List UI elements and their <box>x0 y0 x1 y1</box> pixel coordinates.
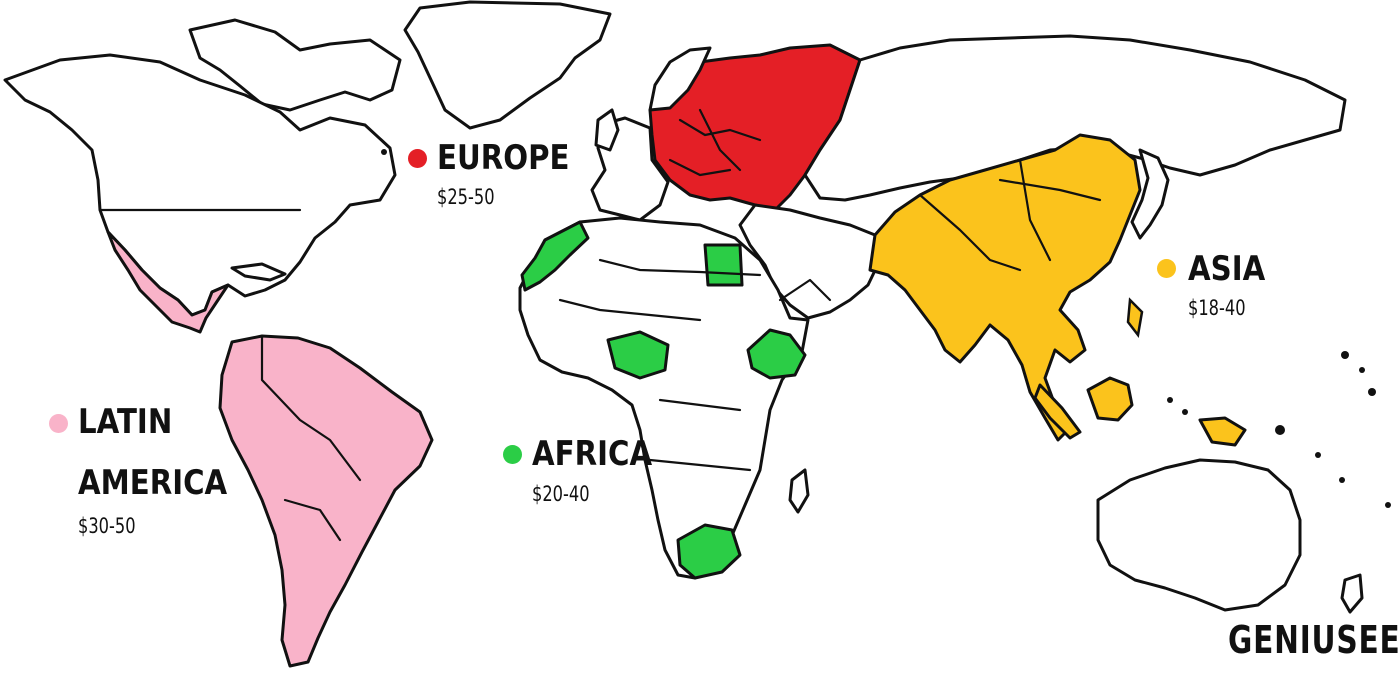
latin-america-name-line1: LATIN <box>78 402 173 442</box>
europe-label: EUROPE <box>437 141 591 175</box>
middle-east-shape <box>738 203 882 320</box>
sumatra-shape <box>1033 383 1082 440</box>
south-africa-shape <box>676 523 742 580</box>
africa-price-label: $20-40 <box>532 484 599 505</box>
uk-shape <box>594 108 620 152</box>
ethiopia-shape <box>746 328 807 380</box>
africa-price: $20-40 <box>532 482 590 506</box>
latin-america-legend-dot <box>49 414 68 433</box>
latin-america-label-line1: LATIN <box>78 405 188 439</box>
latin-america-price-label: $30-50 <box>78 516 145 537</box>
north-asia-shape <box>803 34 1347 202</box>
country-borders <box>98 108 1102 542</box>
asia-price: $18-40 <box>1188 296 1246 320</box>
north-america-shape <box>3 53 397 317</box>
europe-price: $25-50 <box>437 185 495 209</box>
australia-shape <box>1096 458 1302 612</box>
small-islands <box>381 149 1391 508</box>
papua-shape <box>1198 416 1247 447</box>
africa-label: AFRICA <box>532 437 672 471</box>
africa-shape <box>518 216 810 580</box>
asia-label: ASIA <box>1188 252 1278 286</box>
morocco-shape <box>520 220 590 292</box>
caribbean-shape <box>230 262 287 282</box>
new-zealand-shape <box>1340 573 1364 614</box>
europe-price-label: $25-50 <box>437 187 504 208</box>
scandinavia-shape <box>648 46 712 112</box>
geniusee-logo: GENIUSEE <box>1228 618 1400 662</box>
latin-america-label-line2: AMERICA <box>78 466 251 500</box>
mexico-central-america-shape <box>106 230 230 334</box>
asia-name: ASIA <box>1188 249 1266 289</box>
asia-legend-dot <box>1157 259 1176 278</box>
greenland-shape <box>403 0 612 130</box>
egypt-shape <box>703 243 744 287</box>
indonesia-shape <box>1086 376 1134 422</box>
europe-legend-dot <box>408 149 427 168</box>
latin-america-price: $30-50 <box>78 514 136 538</box>
europe-name: EUROPE <box>437 138 570 178</box>
africa-legend-dot <box>503 445 522 464</box>
japan-shape <box>1130 148 1170 240</box>
latin-america-name-line2: AMERICA <box>78 463 228 503</box>
madagascar-shape <box>788 468 810 514</box>
asia-price-label: $18-40 <box>1188 298 1255 319</box>
africa-name: AFRICA <box>532 434 653 474</box>
philippines-shape <box>1126 297 1144 339</box>
arctic-islands-shape <box>188 18 402 112</box>
south-america-shape <box>218 334 434 668</box>
nigeria-shape <box>606 330 670 380</box>
